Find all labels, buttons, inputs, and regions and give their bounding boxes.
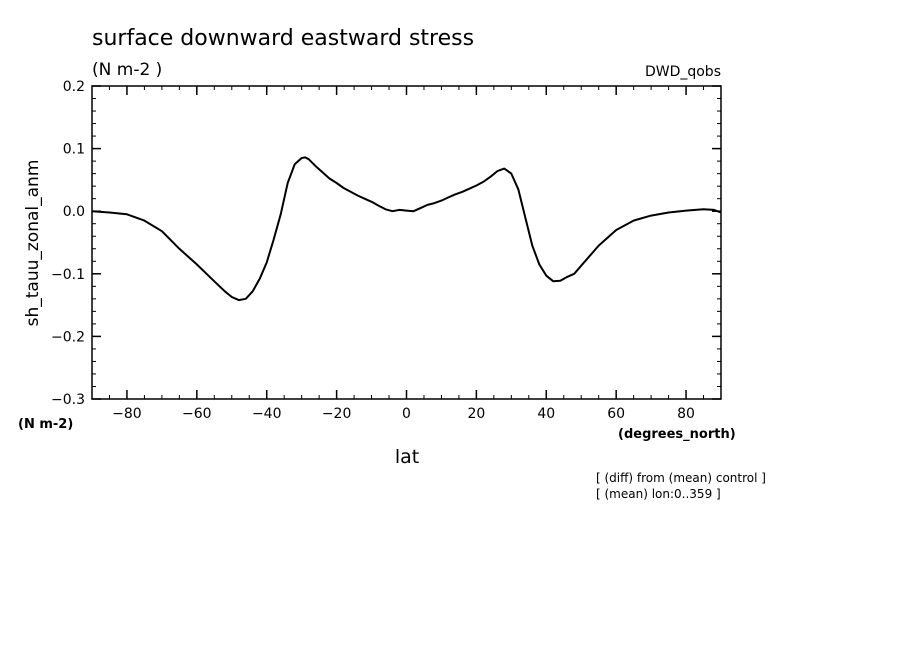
chart-title: surface downward eastward stress (92, 26, 474, 51)
x-tick-label: −80 (112, 406, 142, 422)
plot-frame (91, 85, 722, 400)
x-tick-label: −20 (322, 406, 352, 422)
y-tick-label: 0.1 (63, 142, 85, 158)
y-axis: 0.2 0.1 0.0 −0.1 −0.2 −0.3 (51, 79, 721, 408)
series-line (91, 156, 722, 302)
y-axis-unit: (N m-2) (18, 417, 73, 432)
note-diff: [ (diff) from (mean) control ] (596, 471, 766, 485)
x-axis: −80 −60 −40 −20 0 20 40 60 80 (112, 86, 695, 422)
x-tick-label: −40 (252, 406, 282, 422)
y-tick-label: −0.2 (51, 329, 85, 345)
x-tick-label: 40 (537, 406, 555, 422)
y-tick-label: −0.1 (51, 267, 85, 283)
x-axis-label: lat (395, 446, 419, 468)
x-tick-label: 20 (467, 406, 485, 422)
plot-area: −80 −60 −40 −20 0 20 40 60 80 0.2 0.1 0.0 −0.1 −0.2 −… (51, 79, 722, 422)
chart-units: (N m-2 ) (92, 60, 162, 80)
x-tick-label: 80 (677, 406, 695, 422)
y-tick-label: 0.0 (63, 204, 85, 220)
y-tick-label: 0.2 (63, 79, 85, 95)
x-tick-label: 60 (607, 406, 625, 422)
y-axis-label: sh_tauu_zonal_anm (23, 160, 43, 327)
minor-ticks (91, 85, 722, 400)
x-tick-label: 0 (402, 406, 411, 422)
x-axis-unit: (degrees_north) (618, 427, 736, 442)
note-mean: [ (mean) lon:0..359 ] (596, 487, 721, 501)
x-tick-label: −60 (182, 406, 212, 422)
dataset-label: DWD_qobs (645, 64, 721, 80)
y-tick-label: −0.3 (51, 392, 85, 408)
